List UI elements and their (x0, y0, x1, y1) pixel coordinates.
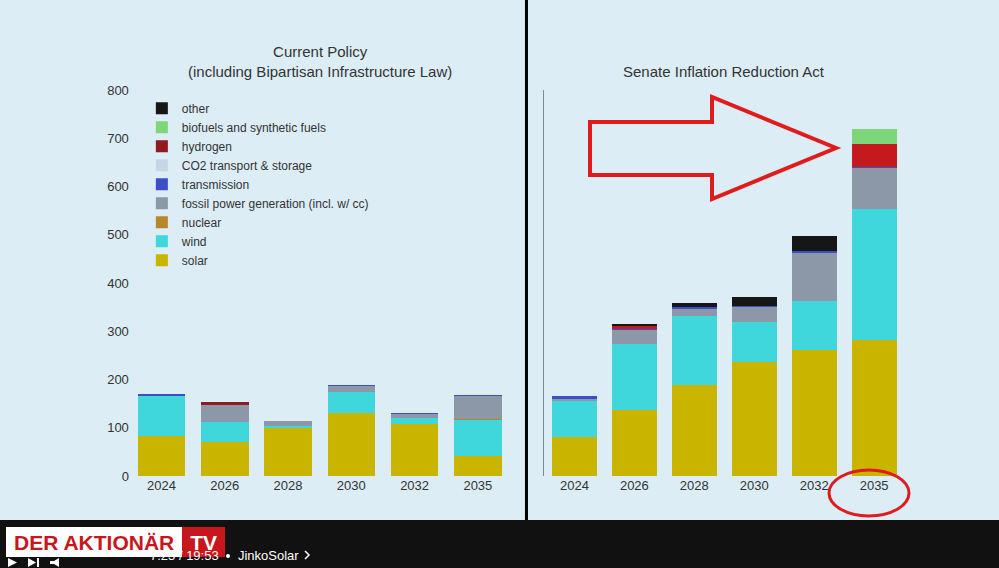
svg-text:hydrogen: hydrogen (182, 140, 232, 154)
svg-text:nuclear: nuclear (182, 216, 221, 230)
svg-text:2030: 2030 (740, 478, 769, 493)
svg-text:2035: 2035 (463, 478, 492, 493)
svg-text:0: 0 (122, 469, 129, 484)
svg-text:400: 400 (107, 276, 129, 291)
svg-text:Current Policy(including Bipar: Current Policy(including Bipartisan Infr… (188, 43, 452, 80)
svg-text:200: 200 (107, 372, 129, 387)
svg-text:100: 100 (107, 420, 129, 435)
svg-text:300: 300 (107, 324, 129, 339)
svg-text:wind: wind (181, 235, 207, 249)
svg-text:other: other (182, 102, 209, 116)
svg-text:2028: 2028 (274, 478, 303, 493)
svg-text:fossil power generation (incl.: fossil power generation (incl. w/ cc) (182, 197, 369, 211)
svg-text:2024: 2024 (560, 478, 589, 493)
html-text:DER AKTIONÄR: DER AKTIONÄR (14, 531, 175, 554)
svg-text:Senate Inflation Reduction Act: Senate Inflation Reduction Act (623, 63, 825, 80)
svg-text:800: 800 (107, 83, 129, 98)
svg-text:2032: 2032 (400, 478, 429, 493)
svg-text:600: 600 (107, 179, 129, 194)
svg-text:2024: 2024 (147, 478, 176, 493)
html-text:JinkoSolar: JinkoSolar (237, 548, 299, 563)
svg-text:2035: 2035 (860, 478, 889, 493)
html-text:TV: TV (190, 531, 218, 554)
svg-text:700: 700 (107, 131, 129, 146)
svg-text:2026: 2026 (620, 478, 649, 493)
svg-text:2028: 2028 (680, 478, 709, 493)
svg-text:CO2 transport & storage: CO2 transport & storage (182, 159, 312, 173)
svg-text:biofuels and synthetic fuels: biofuels and synthetic fuels (182, 121, 326, 135)
svg-text:solar: solar (182, 254, 208, 268)
svg-text:2032: 2032 (800, 478, 829, 493)
svg-text:2026: 2026 (210, 478, 239, 493)
svg-text:transmission: transmission (182, 178, 249, 192)
svg-text:500: 500 (107, 227, 129, 242)
svg-text:2030: 2030 (337, 478, 366, 493)
html-text:7:23 / 19:53: 7:23 / 19:53 (150, 548, 219, 563)
